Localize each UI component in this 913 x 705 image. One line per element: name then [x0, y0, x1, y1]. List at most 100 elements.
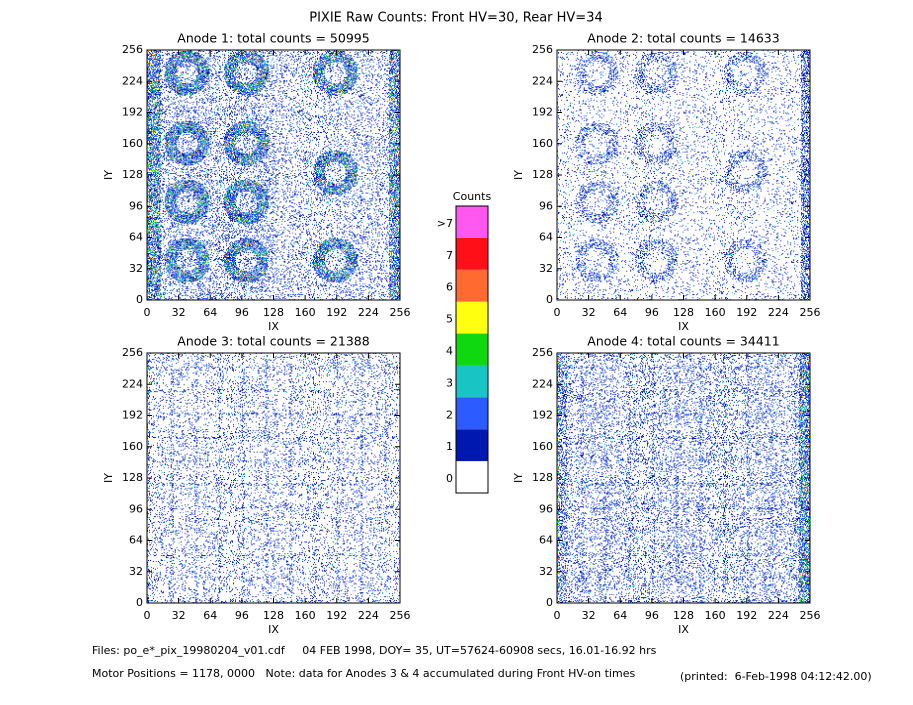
- y-tick-label: 128: [122, 168, 143, 181]
- x-tick-label: 64: [203, 609, 217, 622]
- colorbar-swatch: [456, 365, 488, 398]
- colorbar-label: 4: [446, 345, 453, 358]
- x-tick-label: 256: [800, 609, 821, 622]
- x-tick-label: 192: [736, 306, 757, 319]
- y-axis-label: IY: [102, 473, 115, 483]
- y-tick-label: 64: [129, 534, 143, 547]
- x-axis-label: IX: [678, 623, 689, 636]
- colorbar-label: 5: [446, 313, 453, 326]
- panel: Anode 2: total counts = 14633 0 32 64 96 128 1…: [512, 31, 821, 334]
- x-tick-label: 128: [673, 609, 694, 622]
- y-tick-label: 224: [532, 74, 553, 87]
- colorbar-swatch: [456, 333, 488, 366]
- colorbar-swatch: [456, 429, 488, 462]
- y-tick-label: 160: [532, 440, 553, 453]
- x-tick-label: 32: [172, 306, 186, 319]
- x-tick-label: 160: [295, 306, 316, 319]
- x-tick-label: 64: [203, 306, 217, 319]
- count-map: [557, 50, 810, 300]
- colorbar-frame: [455, 205, 489, 494]
- y-tick-label: 0: [546, 596, 553, 609]
- y-tick-label: 256: [122, 346, 143, 359]
- x-tick-label: 160: [295, 609, 316, 622]
- x-tick-label: 224: [768, 609, 789, 622]
- x-tick-label: 0: [144, 306, 151, 319]
- y-axis-label: IY: [512, 170, 525, 180]
- x-tick-label: 160: [705, 306, 726, 319]
- x-tick-label: 0: [554, 609, 561, 622]
- y-tick-label: 64: [129, 231, 143, 244]
- y-tick-label: 256: [532, 43, 553, 56]
- colorbar-swatch: [456, 237, 488, 270]
- x-tick-label: 192: [326, 306, 347, 319]
- y-tick-label: 32: [539, 262, 553, 275]
- count-map: [147, 50, 400, 300]
- y-tick-label: 256: [122, 43, 143, 56]
- x-tick-label: 192: [326, 609, 347, 622]
- x-tick-label: 128: [673, 306, 694, 319]
- y-tick-label: 64: [539, 231, 553, 244]
- y-tick-label: 96: [129, 502, 143, 515]
- y-tick-label: 64: [539, 534, 553, 547]
- x-tick-label: 32: [582, 306, 596, 319]
- y-tick-label: 192: [122, 106, 143, 119]
- colorbar-label: 6: [446, 281, 453, 294]
- y-tick-label: 128: [122, 471, 143, 484]
- y-tick-label: 224: [122, 74, 143, 87]
- y-tick-label: 32: [539, 565, 553, 578]
- x-tick-label: 96: [235, 609, 249, 622]
- count-map: [557, 50, 810, 300]
- count-map: [557, 353, 810, 603]
- x-tick-label: 256: [800, 306, 821, 319]
- count-map: [147, 50, 400, 300]
- y-tick-label: 96: [129, 199, 143, 212]
- x-tick-label: 96: [235, 306, 249, 319]
- count-map: [147, 50, 400, 300]
- y-tick-label: 0: [546, 293, 553, 306]
- colorbar-label: 1: [446, 440, 453, 453]
- y-tick-label: 160: [122, 440, 143, 453]
- y-tick-label: 96: [539, 199, 553, 212]
- x-tick-label: 0: [144, 609, 151, 622]
- y-tick-label: 256: [532, 346, 553, 359]
- panel: Anode 3: total counts = 21388 0 32 64 96 128 1…: [102, 334, 411, 637]
- y-tick-label: 128: [532, 168, 553, 181]
- x-tick-label: 64: [613, 306, 627, 319]
- colorbar-label: 7: [446, 249, 453, 262]
- x-tick-label: 224: [768, 306, 789, 319]
- y-tick-label: 160: [532, 137, 553, 150]
- x-tick-label: 32: [172, 609, 186, 622]
- panel: Anode 1: total counts = 50995 0 32 64 96 128 1…: [102, 31, 411, 334]
- motor-note: Motor Positions = 1178, 0000 Note: data …: [92, 667, 635, 680]
- y-tick-label: 128: [532, 471, 553, 484]
- x-tick-label: 128: [263, 609, 284, 622]
- y-tick-label: 96: [539, 502, 553, 515]
- x-tick-label: 256: [390, 306, 411, 319]
- x-tick-label: 256: [390, 609, 411, 622]
- count-map: [147, 353, 400, 603]
- colorbar-swatch: [456, 461, 488, 493]
- y-tick-label: 32: [129, 262, 143, 275]
- y-tick-label: 192: [532, 106, 553, 119]
- x-tick-label: 192: [736, 609, 757, 622]
- colorbar-label: >7: [437, 217, 453, 230]
- panel-title: Anode 4: total counts = 34411: [587, 334, 779, 349]
- colorbar-swatch: [456, 269, 488, 302]
- panel-title: Anode 2: total counts = 14633: [587, 31, 779, 46]
- x-tick-label: 96: [645, 609, 659, 622]
- figure-title: PIXIE Raw Counts: Front HV=30, Rear HV=3…: [309, 11, 603, 26]
- x-axis-label: IX: [268, 320, 279, 333]
- x-tick-label: 160: [705, 609, 726, 622]
- y-tick-label: 224: [532, 377, 553, 390]
- colorbar-label: 2: [446, 408, 453, 421]
- x-tick-label: 64: [613, 609, 627, 622]
- x-tick-label: 224: [358, 609, 379, 622]
- y-tick-label: 160: [122, 137, 143, 150]
- x-tick-label: 32: [582, 609, 596, 622]
- x-axis-label: IX: [678, 320, 689, 333]
- colorbar-label: 0: [446, 472, 453, 485]
- count-map: [557, 50, 810, 300]
- x-tick-label: 224: [358, 306, 379, 319]
- panel: Anode 4: total counts = 34411 0 32 64 96 128 1…: [512, 334, 821, 637]
